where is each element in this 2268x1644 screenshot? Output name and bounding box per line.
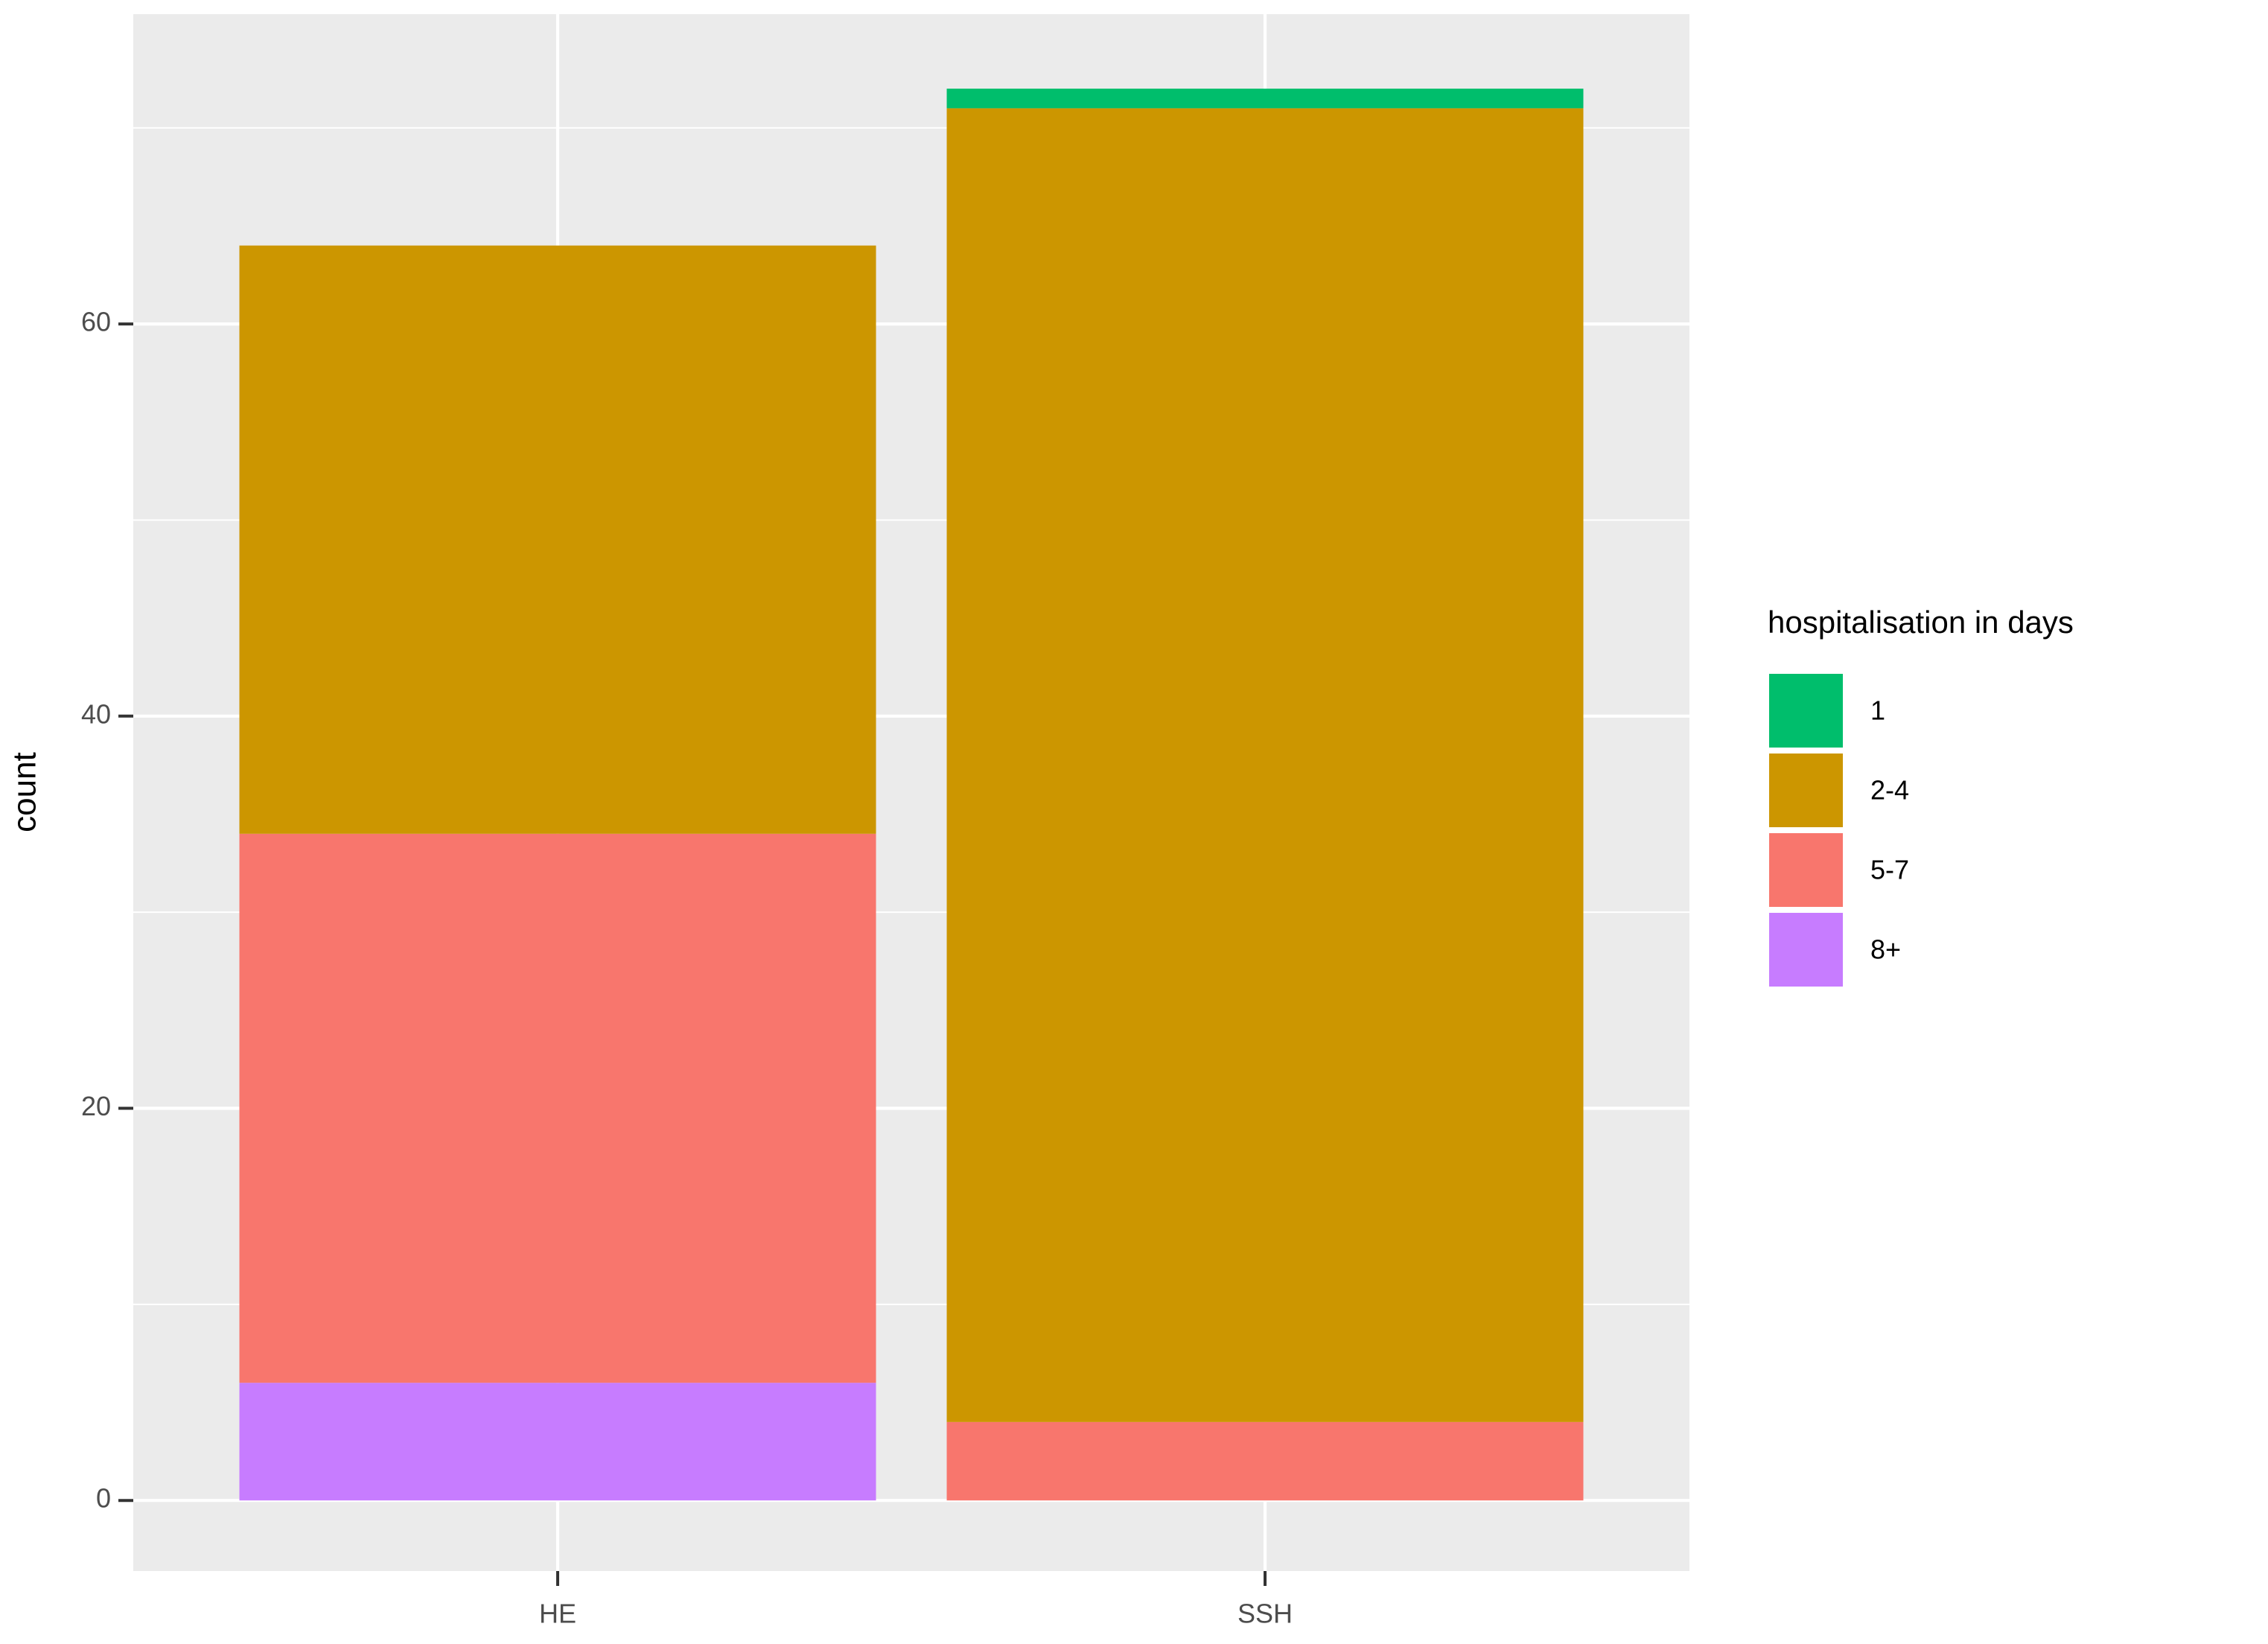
legend-label: 5-7 <box>1870 855 1909 885</box>
bar-segment <box>239 1383 876 1501</box>
legend-label: 2-4 <box>1870 775 1909 806</box>
y-tick-label: 20 <box>81 1091 111 1121</box>
bar-segment <box>239 833 876 1383</box>
bar-segment <box>946 1421 1584 1501</box>
bar-segment <box>946 108 1584 1422</box>
legend-key <box>1769 913 1843 987</box>
legend-key <box>1769 754 1843 827</box>
y-axis-title: count <box>7 752 43 832</box>
y-tick-label: 0 <box>96 1483 111 1514</box>
x-tick-label: HE <box>539 1599 576 1629</box>
legend-key <box>1769 674 1843 748</box>
x-tick-label: SSH <box>1237 1599 1293 1629</box>
legend-label: 8+ <box>1870 934 1901 965</box>
bar-segment <box>239 245 876 834</box>
bar-segment <box>946 89 1584 109</box>
legend-label: 1 <box>1870 695 1885 726</box>
y-tick-label: 40 <box>81 698 111 729</box>
legend-title: hospitalisation in days <box>1768 605 2074 640</box>
legend-key <box>1769 833 1843 907</box>
y-tick-label: 60 <box>81 307 111 337</box>
